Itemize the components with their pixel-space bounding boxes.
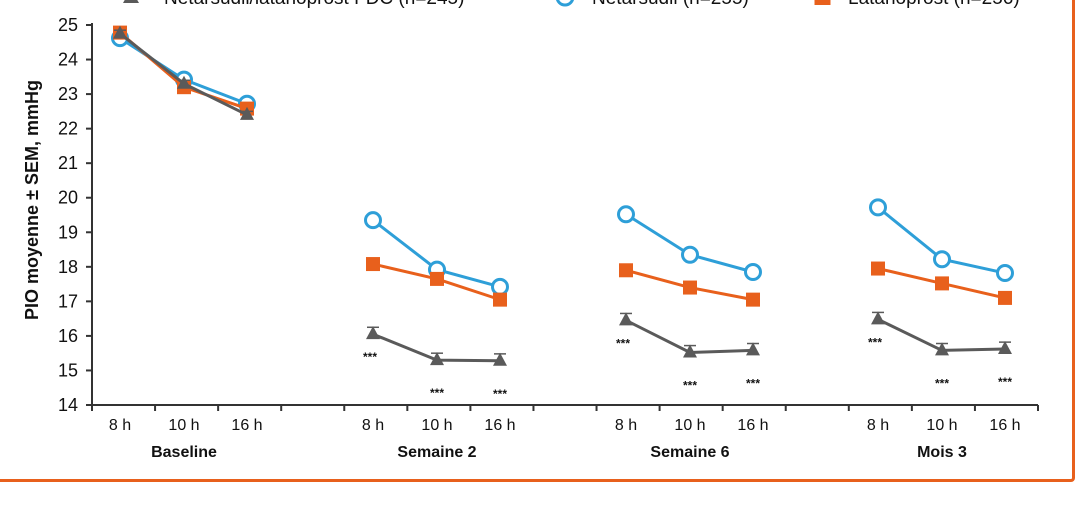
significance-label: ***	[363, 350, 377, 364]
data-point	[430, 352, 444, 366]
x-group-label: Semaine 2	[397, 444, 476, 461]
data-point	[619, 263, 633, 278]
x-tick-label: 10 h	[674, 417, 705, 434]
x-tick-label: 16 h	[737, 417, 768, 434]
data-point	[681, 245, 699, 264]
y-tick-label: 18	[58, 257, 78, 277]
data-point	[871, 311, 885, 325]
significance-label: ***	[616, 336, 630, 350]
x-tick-label: 16 h	[231, 417, 262, 434]
data-point	[430, 271, 444, 286]
legend-entry: Netarsudil (n=255)	[592, 0, 749, 9]
data-point	[871, 261, 885, 276]
data-point	[240, 106, 254, 120]
y-tick-label: 15	[58, 360, 78, 380]
legend-entry: Latanoprost (n=256)	[848, 0, 1020, 9]
data-point	[935, 342, 949, 356]
x-group-label: Mois 3	[917, 444, 967, 461]
data-point	[744, 263, 762, 281]
data-point	[493, 292, 507, 307]
data-point	[493, 352, 507, 366]
data-point	[683, 344, 697, 358]
data-point	[366, 257, 380, 272]
significance-label: ***	[430, 386, 444, 400]
significance-label: ***	[493, 387, 507, 401]
y-tick-label: 19	[58, 222, 78, 242]
y-tick-label: 24	[58, 50, 78, 70]
y-axis-label: PIO moyenne ± SEM, mmHg	[22, 80, 42, 320]
x-tick-label: 16 h	[484, 417, 515, 434]
x-axis: 8 h 10 h 16 h Baseline 8 h 10 h 16 h Semaine 2 8…	[91, 404, 1039, 461]
y-tick-label: 23	[58, 84, 78, 104]
significance-label: ***	[868, 335, 882, 349]
significance-label: ***	[998, 375, 1012, 389]
x-tick-label: 10 h	[421, 417, 452, 434]
significance-label: ***	[683, 378, 697, 392]
y-axis: 14 15 16 17 18 19 20 21 22 23 24 25	[58, 15, 93, 415]
legend: Netarsudil/latanoprost FDC (n=245) Netars…	[123, 0, 1020, 9]
data-point	[746, 342, 760, 356]
legend-entry: Netarsudil/latanoprost FDC (n=245)	[164, 0, 464, 9]
legend-marker	[814, 0, 831, 5]
significance-label: ***	[935, 376, 949, 390]
data-point	[113, 25, 127, 39]
data-point	[619, 312, 633, 326]
data-point	[491, 277, 509, 296]
data-point	[366, 326, 380, 340]
data-point	[998, 290, 1012, 305]
x-tick-label: 8 h	[867, 417, 889, 434]
x-tick-label: 16 h	[989, 417, 1020, 434]
data-point	[617, 205, 635, 224]
data-point	[746, 292, 760, 307]
legend-marker	[555, 0, 575, 7]
legend-marker	[123, 0, 139, 3]
significance-label: ***	[746, 376, 760, 390]
y-tick-label: 22	[58, 119, 78, 139]
data-point	[935, 276, 949, 291]
data-point	[869, 198, 887, 217]
y-tick-label: 20	[58, 188, 78, 208]
x-tick-label: 10 h	[926, 417, 957, 434]
data-point	[998, 341, 1012, 355]
x-tick-label: 10 h	[168, 417, 199, 434]
plot-area: *** *** *** *** *** *** *** *** ***	[111, 25, 1014, 401]
x-group-label: Semaine 6	[650, 444, 729, 461]
x-tick-label: 8 h	[362, 417, 384, 434]
x-tick-label: 8 h	[109, 417, 131, 434]
data-point	[177, 75, 191, 89]
y-tick-label: 21	[58, 153, 78, 173]
x-tick-label: 8 h	[615, 417, 637, 434]
x-group-label: Baseline	[151, 444, 217, 461]
y-tick-label: 14	[58, 395, 78, 415]
data-point	[364, 211, 382, 230]
y-tick-label: 25	[58, 15, 78, 35]
data-point	[996, 264, 1014, 283]
data-point	[933, 250, 951, 269]
y-tick-label: 16	[58, 326, 78, 346]
data-point	[683, 280, 697, 295]
y-tick-label: 17	[58, 291, 78, 311]
